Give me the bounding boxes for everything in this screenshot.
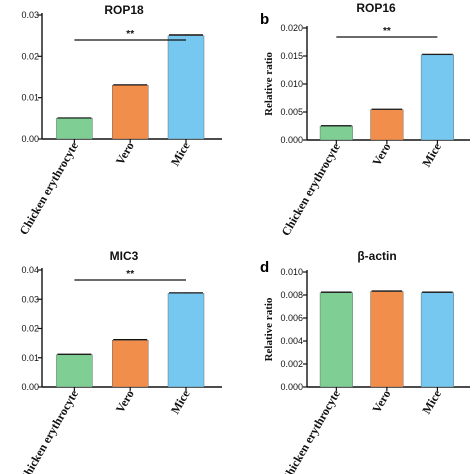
- significance-label: **: [383, 26, 391, 37]
- category-label: Mice: [419, 140, 444, 170]
- bar-mice: [420, 54, 454, 141]
- category-label: Chicken erythrocyte: [278, 387, 343, 474]
- y-axis-label: Relative ratio: [263, 52, 275, 116]
- category-label: Chicken erythrocyte: [16, 387, 81, 474]
- bar-chicken: [56, 118, 93, 140]
- y-tick-label: 0.02: [21, 324, 39, 334]
- bar-vero: [111, 85, 149, 140]
- y-tick-label: 0.015: [280, 51, 303, 61]
- y-tick-label: 0.020: [280, 23, 303, 33]
- category-label: Chicken erythrocyte: [16, 139, 81, 237]
- y-tick-label: 0.02: [21, 51, 39, 61]
- significance-label: **: [126, 269, 134, 280]
- bar-chicken: [56, 354, 93, 388]
- category-label: Vero: [369, 388, 393, 416]
- chart-title: ROP18: [104, 3, 144, 17]
- y-tick-label: 0.008: [280, 290, 303, 300]
- chart-title: ROP16: [356, 1, 396, 15]
- y-tick-label: 0.03: [21, 10, 39, 20]
- category-label: Mice: [168, 387, 193, 417]
- category-label: Vero: [113, 388, 137, 416]
- bar-vero: [370, 109, 404, 141]
- panel-rop16: ROP16 b Relative ratio 0.000 0.005 0.010 0.015…: [260, 1, 470, 238]
- bar-vero: [111, 340, 149, 388]
- y-tick-label: 0.010: [280, 267, 303, 277]
- category-label: Mice: [168, 139, 193, 169]
- y-tick-label: 0.000: [280, 382, 303, 392]
- y-axis-label: Relative ratio: [263, 297, 275, 361]
- bar-mice: [420, 292, 454, 388]
- y-tick-label: 0.006: [280, 313, 303, 323]
- y-tick-label: 0.03: [21, 294, 39, 304]
- y-tick-label: 0.01: [21, 353, 39, 363]
- bar-mice: [167, 293, 205, 388]
- y-tick-label: 0.004: [280, 336, 303, 346]
- y-tick-label: 0.04: [21, 265, 39, 275]
- chart-title: MIC3: [110, 249, 139, 263]
- category-label: Mice: [419, 387, 444, 417]
- panel-letter: b: [260, 11, 269, 28]
- y-tick-label: 0.00: [21, 134, 39, 144]
- panel-letter: d: [260, 259, 269, 276]
- y-tick-label: 0.000: [280, 135, 303, 145]
- significance-label: **: [126, 29, 134, 40]
- bar-chicken: [319, 125, 353, 141]
- bar-chicken: [319, 292, 353, 388]
- y-tick-label: 0.005: [280, 107, 303, 117]
- y-tick-label: 0.010: [280, 79, 303, 89]
- panel-beta-actin: β-actin d Relative ratio 0.000 0.002 0.004 0.0…: [260, 249, 470, 474]
- category-label: Chicken erythrocyte: [278, 140, 343, 238]
- y-tick-label: 0.01: [21, 93, 39, 103]
- y-tick-label: 0.002: [280, 359, 303, 369]
- chart-title: β-actin: [357, 249, 396, 263]
- category-label: Vero: [113, 140, 137, 168]
- bar-mice: [167, 35, 205, 140]
- y-tick-label: 0.00: [21, 382, 39, 392]
- panel-mic3: MIC3 0.00 0.01 0.02 0.03 0.04 Chicken erythroc…: [16, 249, 222, 474]
- category-label: Vero: [369, 141, 393, 169]
- panel-rop18: ROP18 0.00 0.01 0.02 0.03 Chicken erythrocyte…: [16, 3, 222, 237]
- bar-vero: [370, 291, 404, 388]
